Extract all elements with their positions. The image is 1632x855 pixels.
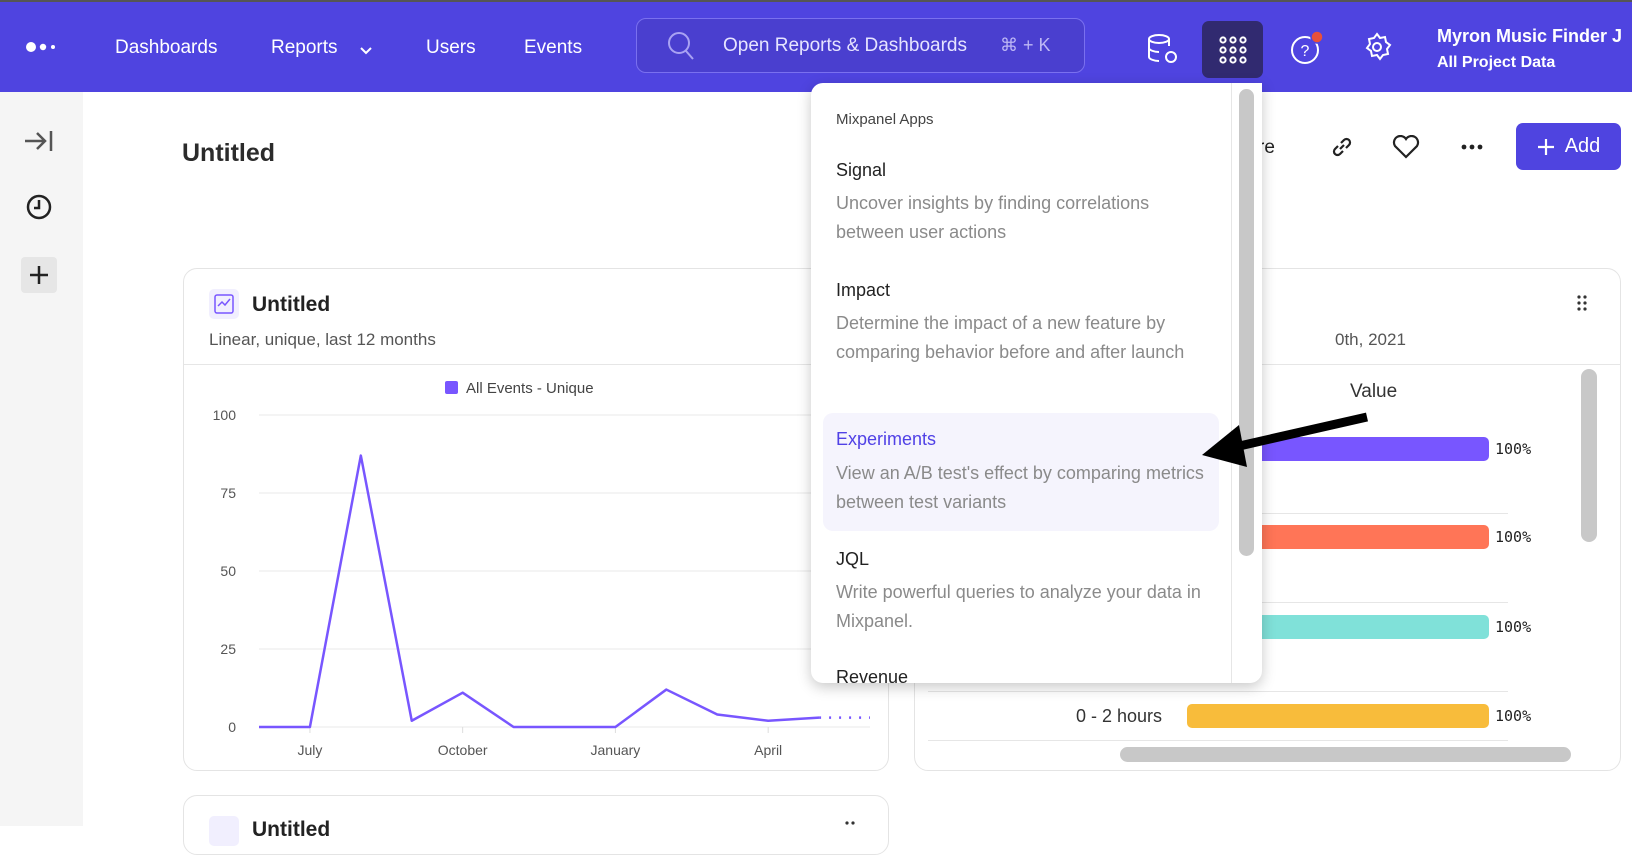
data-point[interactable]: [868, 716, 872, 720]
data-point[interactable]: [359, 454, 363, 458]
x-tick-label: January: [591, 742, 641, 758]
menu-item-title[interactable]: Impact: [836, 280, 891, 300]
nav-reports[interactable]: Reports: [271, 37, 338, 58]
row-label: 0 - 2 hours: [1075, 706, 1162, 726]
series-line[interactable]: [259, 454, 820, 729]
drag-handle-icon[interactable]: [845, 820, 855, 826]
menu-header: Mixpanel Apps: [836, 111, 934, 128]
report-card-line: Untitled Linear, unique, last 12 months …: [183, 268, 889, 771]
nav-dashboards[interactable]: Dashboards: [115, 37, 218, 58]
divider: [915, 364, 1620, 365]
chevron-down-icon[interactable]: [360, 47, 372, 55]
search-input[interactable]: Open Reports & Dashboards ⌘ + K: [636, 18, 1085, 73]
data-point[interactable]: [766, 719, 770, 723]
x-tick-label: April: [754, 742, 782, 758]
share-button[interactable]: re: [1258, 137, 1275, 158]
horizontal-scrollbar[interactable]: [1120, 747, 1571, 762]
add-label: Add: [1564, 135, 1601, 157]
expand-sidebar-icon[interactable]: [24, 129, 54, 153]
apps-dropdown-menu: Mixpanel Apps Signal Uncover insights by…: [811, 83, 1262, 683]
data-point[interactable]: [563, 725, 567, 729]
value-label: 100%: [1495, 528, 1532, 546]
menu-item-title[interactable]: Signal: [836, 160, 887, 180]
card-title[interactable]: Untitled: [252, 293, 331, 316]
report-card: Untitled: [183, 795, 889, 855]
data-point[interactable]: [664, 688, 668, 692]
line-chart: 0 25 50 75 100 July October January April All Eve…: [213, 380, 872, 758]
sidebar: [0, 92, 83, 826]
data-point[interactable]: [308, 725, 312, 729]
y-tick-label: 50: [220, 563, 236, 579]
plus-icon: [30, 266, 48, 284]
search-placeholder: Open Reports & Dashboards: [723, 35, 967, 56]
more-options-icon[interactable]: [1461, 144, 1483, 150]
menu-item-desc[interactable]: View an A/B test's effect by comparing m…: [836, 463, 1204, 512]
project-scope[interactable]: All Project Data: [1437, 54, 1556, 71]
card-subtitle: 0th, 2021: [1335, 330, 1406, 349]
divider: [184, 364, 888, 365]
apps-grid-icon: [1219, 36, 1247, 64]
x-tick-label: October: [438, 742, 488, 758]
legend-label[interactable]: All Events - Unique: [466, 380, 594, 397]
insights-report-icon: [209, 816, 239, 846]
nav-users[interactable]: Users: [426, 37, 476, 58]
value-column-header: Value: [1350, 381, 1398, 402]
row-divider: [928, 691, 1508, 692]
new-item-button[interactable]: [21, 257, 57, 293]
data-point[interactable]: [817, 716, 821, 720]
svg-text:?: ?: [1301, 43, 1310, 60]
legend-swatch: [445, 381, 458, 394]
menu-item-desc[interactable]: Determine the impact of a new feature by…: [836, 313, 1185, 362]
menu-item-title[interactable]: JQL: [836, 549, 870, 569]
gear-icon[interactable]: [1362, 32, 1392, 62]
data-settings-icon[interactable]: [1146, 32, 1180, 66]
search-shortcut: ⌘ + K: [1000, 35, 1051, 55]
history-clock-icon[interactable]: [25, 193, 53, 221]
data-point[interactable]: [613, 725, 617, 729]
card-subtitle: Linear, unique, last 12 months: [209, 330, 436, 349]
menu-item-title[interactable]: Experiments: [836, 429, 937, 449]
data-point[interactable]: [461, 691, 465, 695]
data-point[interactable]: [512, 725, 516, 729]
nav-events[interactable]: Events: [524, 37, 583, 58]
drag-handle-icon[interactable]: [1577, 295, 1587, 311]
y-tick-label: 100: [213, 407, 237, 423]
row-divider: [928, 740, 1508, 741]
add-button[interactable]: Add: [1516, 123, 1621, 170]
data-point[interactable]: [715, 713, 719, 717]
scroll-track-divider: [1231, 83, 1232, 683]
mixpanel-logo-icon[interactable]: [26, 42, 58, 52]
project-name[interactable]: Myron Music Finder J: [1437, 26, 1623, 46]
data-point[interactable]: [410, 719, 414, 723]
search-icon: [668, 32, 694, 60]
data-point[interactable]: [257, 725, 261, 729]
menu-item-desc[interactable]: Write powerful queries to analyze your d…: [836, 582, 1201, 631]
card-title[interactable]: Untitled: [252, 818, 331, 841]
x-tick-label: July: [297, 742, 322, 758]
help-icon[interactable]: ?: [1290, 28, 1326, 66]
value-bar[interactable]: [1187, 704, 1489, 728]
menu-item-highlight: [823, 413, 1219, 531]
vertical-scrollbar[interactable]: [1581, 369, 1597, 542]
annotation-arrow-icon: [1202, 412, 1368, 467]
y-tick-label: 0: [228, 719, 236, 735]
menu-item-desc[interactable]: Uncover insights by finding correlations…: [836, 193, 1150, 242]
y-tick-label: 75: [220, 485, 236, 501]
page-title[interactable]: Untitled: [182, 139, 276, 167]
heart-icon[interactable]: [1392, 135, 1420, 159]
top-nav-bar: Dashboards Reports Users Events Open Rep…: [0, 0, 1632, 92]
value-label: 100%: [1495, 440, 1532, 458]
plus-icon: [1537, 138, 1554, 155]
insights-report-icon: [209, 289, 239, 319]
menu-scrollbar[interactable]: [1239, 89, 1254, 556]
menu-item-title[interactable]: Revenue: [836, 667, 909, 683]
apps-grid-button[interactable]: [1202, 21, 1263, 78]
link-icon[interactable]: [1330, 135, 1354, 159]
y-tick-label: 25: [220, 641, 236, 657]
value-label: 100%: [1495, 707, 1532, 725]
value-label: 100%: [1495, 618, 1532, 636]
